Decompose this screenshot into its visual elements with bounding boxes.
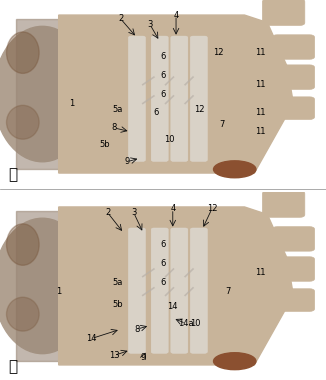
- Text: 2: 2: [118, 14, 123, 23]
- Ellipse shape: [0, 26, 91, 162]
- Text: 7: 7: [226, 287, 231, 296]
- Text: 6: 6: [154, 108, 159, 117]
- Text: 5a: 5a: [112, 278, 123, 287]
- Text: 5b: 5b: [99, 140, 110, 149]
- Text: 6: 6: [160, 240, 166, 249]
- Text: 1: 1: [56, 287, 61, 296]
- Ellipse shape: [7, 32, 39, 73]
- Text: 11: 11: [256, 268, 266, 277]
- Text: 8: 8: [134, 325, 140, 334]
- Ellipse shape: [7, 297, 39, 331]
- FancyBboxPatch shape: [275, 97, 315, 119]
- FancyBboxPatch shape: [128, 228, 145, 353]
- Text: 10: 10: [164, 135, 175, 144]
- Text: 11: 11: [256, 127, 266, 136]
- Polygon shape: [16, 19, 59, 169]
- Text: 6: 6: [160, 278, 166, 287]
- Ellipse shape: [0, 218, 91, 354]
- Text: 5a: 5a: [112, 105, 123, 114]
- Text: 6: 6: [160, 90, 166, 98]
- Text: 9: 9: [141, 353, 146, 362]
- FancyBboxPatch shape: [190, 36, 207, 162]
- Text: 6: 6: [160, 52, 166, 61]
- Text: 6: 6: [160, 259, 166, 268]
- Text: 12: 12: [207, 204, 217, 213]
- Text: 11: 11: [256, 48, 266, 57]
- Text: 12: 12: [194, 105, 204, 114]
- Ellipse shape: [214, 353, 256, 370]
- Text: 2: 2: [105, 208, 110, 217]
- Text: 9: 9: [125, 157, 130, 166]
- Text: 14: 14: [168, 302, 178, 311]
- Text: Ⓐ: Ⓐ: [8, 168, 18, 182]
- FancyBboxPatch shape: [171, 228, 188, 353]
- FancyBboxPatch shape: [262, 0, 305, 25]
- Polygon shape: [59, 207, 293, 365]
- Text: 8: 8: [111, 124, 117, 132]
- FancyBboxPatch shape: [272, 227, 315, 251]
- Text: 3: 3: [147, 20, 153, 29]
- FancyBboxPatch shape: [128, 36, 145, 162]
- FancyBboxPatch shape: [275, 289, 315, 311]
- Text: 6: 6: [160, 71, 166, 80]
- Ellipse shape: [7, 224, 39, 265]
- Text: 4: 4: [173, 11, 179, 19]
- Polygon shape: [16, 211, 59, 361]
- Text: 13: 13: [109, 351, 119, 360]
- Text: 10: 10: [190, 319, 201, 328]
- Text: Ⓑ: Ⓑ: [8, 359, 18, 374]
- FancyBboxPatch shape: [151, 36, 168, 162]
- FancyBboxPatch shape: [190, 228, 207, 353]
- Text: 11: 11: [256, 108, 266, 117]
- Text: 1: 1: [69, 99, 74, 108]
- Text: 14a: 14a: [178, 319, 194, 328]
- FancyBboxPatch shape: [275, 257, 315, 281]
- Polygon shape: [59, 15, 293, 173]
- Text: 12: 12: [213, 48, 224, 57]
- Ellipse shape: [214, 161, 256, 178]
- FancyBboxPatch shape: [151, 228, 168, 353]
- Text: 14: 14: [86, 334, 96, 343]
- FancyBboxPatch shape: [171, 36, 188, 162]
- FancyBboxPatch shape: [275, 65, 315, 89]
- Ellipse shape: [7, 105, 39, 139]
- Text: 7: 7: [219, 120, 224, 129]
- Text: 5b: 5b: [112, 300, 123, 309]
- Text: 11: 11: [256, 80, 266, 89]
- Text: 3: 3: [131, 208, 136, 217]
- Text: 4: 4: [170, 204, 175, 213]
- FancyBboxPatch shape: [262, 191, 305, 217]
- FancyBboxPatch shape: [272, 35, 315, 59]
